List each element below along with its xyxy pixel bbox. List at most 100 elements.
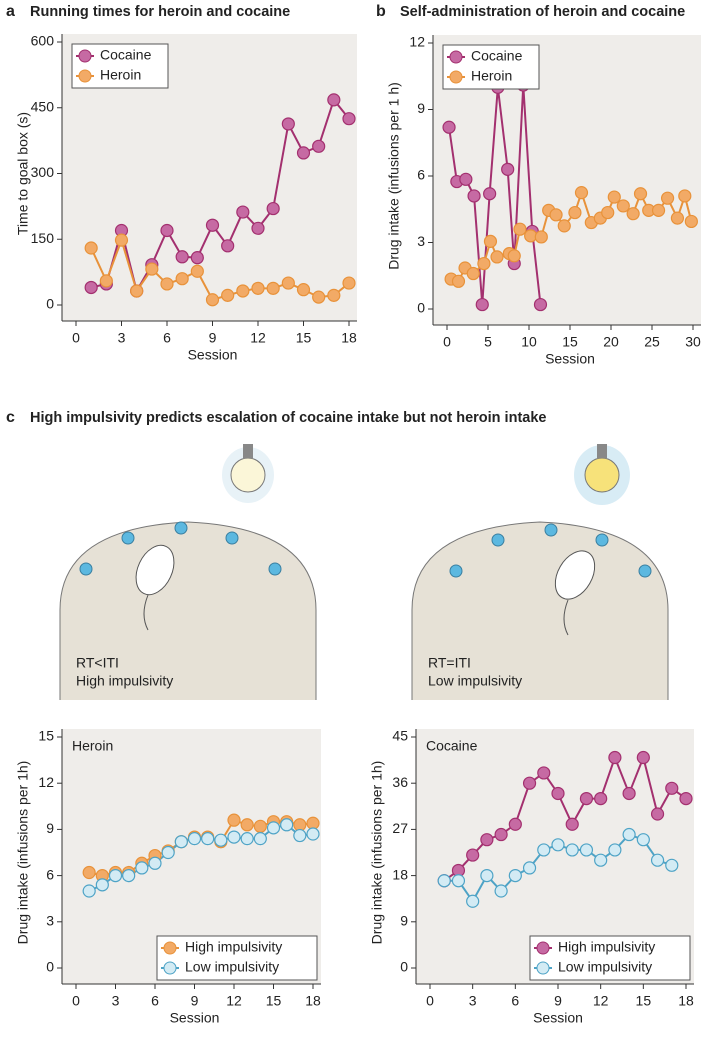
data-point bbox=[467, 189, 481, 203]
data-point bbox=[537, 766, 551, 780]
x-tick-label: 15 bbox=[562, 334, 578, 350]
data-point bbox=[466, 848, 480, 862]
data-point bbox=[82, 884, 96, 898]
annotation: Cocaine bbox=[426, 738, 478, 754]
data-point bbox=[236, 205, 250, 219]
data-point bbox=[214, 833, 228, 847]
x-axis-label: Session bbox=[545, 351, 595, 367]
x-tick-label: 15 bbox=[636, 993, 652, 1009]
data-point bbox=[160, 277, 174, 291]
data-point bbox=[522, 861, 537, 875]
data-point bbox=[175, 272, 189, 286]
y-tick-label: 0 bbox=[46, 296, 54, 312]
y-tick-label: 450 bbox=[31, 98, 55, 114]
data-point bbox=[549, 208, 563, 222]
panel-title: Running times for heroin and cocaine bbox=[30, 4, 290, 20]
data-point bbox=[475, 297, 489, 312]
data-point bbox=[266, 821, 281, 835]
x-tick-label: 3 bbox=[118, 330, 126, 346]
y-tick-label: 45 bbox=[392, 728, 408, 744]
legend-label: High impulsivity bbox=[558, 939, 655, 955]
y-tick-label: 0 bbox=[417, 300, 425, 316]
data-point bbox=[537, 843, 551, 857]
data-point bbox=[679, 791, 693, 806]
x-tick-label: 18 bbox=[341, 330, 357, 346]
data-point bbox=[451, 274, 466, 288]
data-point bbox=[477, 256, 491, 271]
data-point bbox=[281, 276, 295, 290]
data-point bbox=[551, 786, 565, 801]
data-point bbox=[281, 117, 295, 131]
nose-hole bbox=[225, 531, 239, 545]
data-point bbox=[684, 214, 698, 229]
data-point bbox=[483, 187, 497, 201]
panel-letter: a bbox=[6, 3, 15, 20]
x-tick-label: 3 bbox=[112, 993, 120, 1009]
data-point bbox=[190, 251, 204, 265]
data-point bbox=[490, 250, 504, 264]
bulb bbox=[230, 457, 266, 493]
legend-box bbox=[156, 935, 318, 981]
condition-rule: RT=ITI bbox=[428, 655, 471, 671]
y-tick-label: 6 bbox=[417, 167, 425, 183]
data-point bbox=[565, 843, 579, 857]
data-point bbox=[221, 239, 235, 253]
data-point bbox=[190, 264, 204, 278]
data-point bbox=[650, 807, 665, 821]
legend-marker bbox=[163, 961, 177, 975]
nose-hole bbox=[595, 533, 609, 547]
x-tick-label: 20 bbox=[603, 334, 619, 350]
x-tick-label: 6 bbox=[151, 993, 159, 1009]
y-axis-label: Drug intake (infusions per 1h) bbox=[369, 761, 385, 945]
data-point bbox=[342, 112, 356, 126]
x-tick-label: 0 bbox=[72, 330, 80, 346]
x-tick-label: 9 bbox=[191, 993, 199, 1009]
y-tick-label: 3 bbox=[417, 233, 425, 249]
x-tick-label: 9 bbox=[554, 993, 562, 1009]
rat-tail bbox=[563, 599, 569, 636]
data-point bbox=[145, 262, 159, 276]
legend-label: Low impulsivity bbox=[185, 959, 279, 975]
data-point bbox=[451, 874, 466, 888]
data-point bbox=[99, 274, 113, 288]
y-tick-label: 6 bbox=[46, 866, 54, 882]
data-point bbox=[494, 827, 508, 842]
data-point bbox=[306, 827, 320, 841]
y-tick-label: 27 bbox=[392, 820, 408, 836]
x-tick-label: 9 bbox=[209, 330, 217, 346]
nose-hole bbox=[638, 564, 652, 578]
data-point bbox=[108, 868, 123, 883]
legend-label: Low impulsivity bbox=[558, 959, 652, 975]
data-point bbox=[579, 843, 594, 857]
data-point bbox=[651, 203, 666, 217]
data-point bbox=[568, 205, 582, 220]
data-point bbox=[442, 120, 456, 134]
y-tick-label: 12 bbox=[38, 774, 54, 790]
x-tick-label: 15 bbox=[296, 330, 312, 346]
condition-text: Low impulsivity bbox=[428, 673, 522, 689]
data-point bbox=[522, 776, 537, 790]
bulb-cap bbox=[243, 444, 253, 458]
data-point bbox=[84, 241, 98, 255]
y-tick-label: 600 bbox=[31, 33, 55, 49]
data-point bbox=[608, 843, 622, 857]
data-point bbox=[601, 205, 615, 220]
data-point bbox=[227, 813, 241, 827]
data-point bbox=[579, 791, 594, 806]
data-point bbox=[636, 750, 650, 765]
bulb bbox=[584, 457, 620, 493]
data-point bbox=[312, 290, 326, 304]
data-point bbox=[508, 868, 522, 883]
data-point bbox=[483, 234, 498, 248]
data-point bbox=[594, 791, 608, 806]
legend-marker bbox=[163, 941, 177, 955]
data-point bbox=[251, 281, 265, 295]
y-tick-label: 9 bbox=[400, 913, 408, 929]
data-point bbox=[174, 835, 188, 849]
data-point bbox=[161, 845, 175, 860]
data-point bbox=[633, 187, 648, 201]
y-tick-label: 9 bbox=[46, 820, 54, 836]
y-tick-label: 0 bbox=[400, 959, 408, 975]
x-tick-label: 0 bbox=[72, 993, 80, 1009]
y-tick-label: 300 bbox=[31, 164, 55, 180]
